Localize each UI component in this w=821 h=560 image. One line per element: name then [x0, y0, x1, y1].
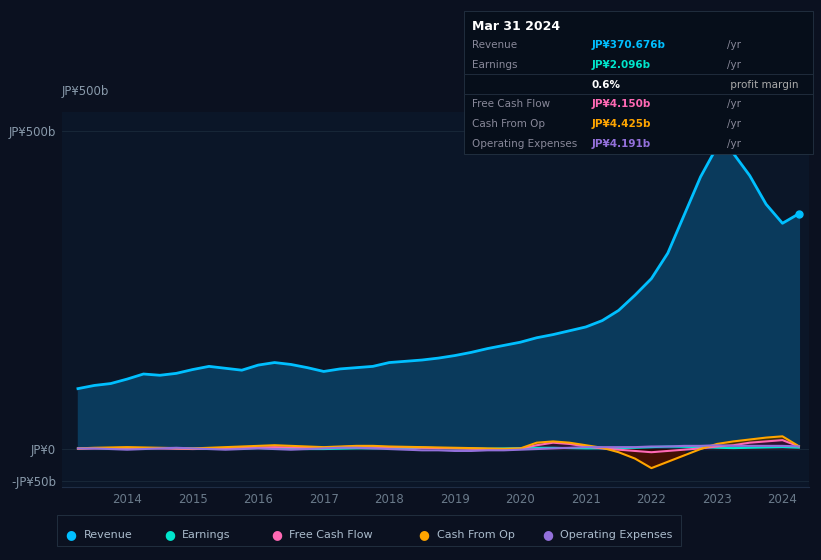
- Text: profit margin: profit margin: [727, 80, 798, 90]
- Text: ●: ●: [164, 528, 175, 542]
- Text: /yr: /yr: [727, 119, 741, 129]
- Text: Free Cash Flow: Free Cash Flow: [472, 100, 550, 109]
- Text: JP¥500b: JP¥500b: [62, 85, 109, 98]
- Text: ●: ●: [271, 528, 282, 542]
- Text: JP¥2.096b: JP¥2.096b: [591, 60, 650, 69]
- Text: ●: ●: [419, 528, 429, 542]
- Text: JP¥4.150b: JP¥4.150b: [591, 100, 650, 109]
- Text: Operating Expenses: Operating Expenses: [560, 530, 672, 540]
- Text: 0.6%: 0.6%: [591, 80, 620, 90]
- Text: Earnings: Earnings: [182, 530, 231, 540]
- Text: ●: ●: [542, 528, 553, 542]
- Text: Cash From Op: Cash From Op: [472, 119, 545, 129]
- Text: /yr: /yr: [727, 40, 741, 50]
- Text: ●: ●: [66, 528, 76, 542]
- Text: Revenue: Revenue: [84, 530, 132, 540]
- Text: Mar 31 2024: Mar 31 2024: [472, 20, 560, 34]
- Text: /yr: /yr: [727, 100, 741, 109]
- Text: Free Cash Flow: Free Cash Flow: [289, 530, 373, 540]
- Text: /yr: /yr: [727, 139, 741, 149]
- Text: Revenue: Revenue: [472, 40, 517, 50]
- Text: Cash From Op: Cash From Op: [437, 530, 515, 540]
- Text: JP¥4.425b: JP¥4.425b: [591, 119, 650, 129]
- Text: Operating Expenses: Operating Expenses: [472, 139, 577, 149]
- Text: JP¥370.676b: JP¥370.676b: [591, 40, 665, 50]
- Text: JP¥4.191b: JP¥4.191b: [591, 139, 650, 149]
- Text: Earnings: Earnings: [472, 60, 517, 69]
- Text: /yr: /yr: [727, 60, 741, 69]
